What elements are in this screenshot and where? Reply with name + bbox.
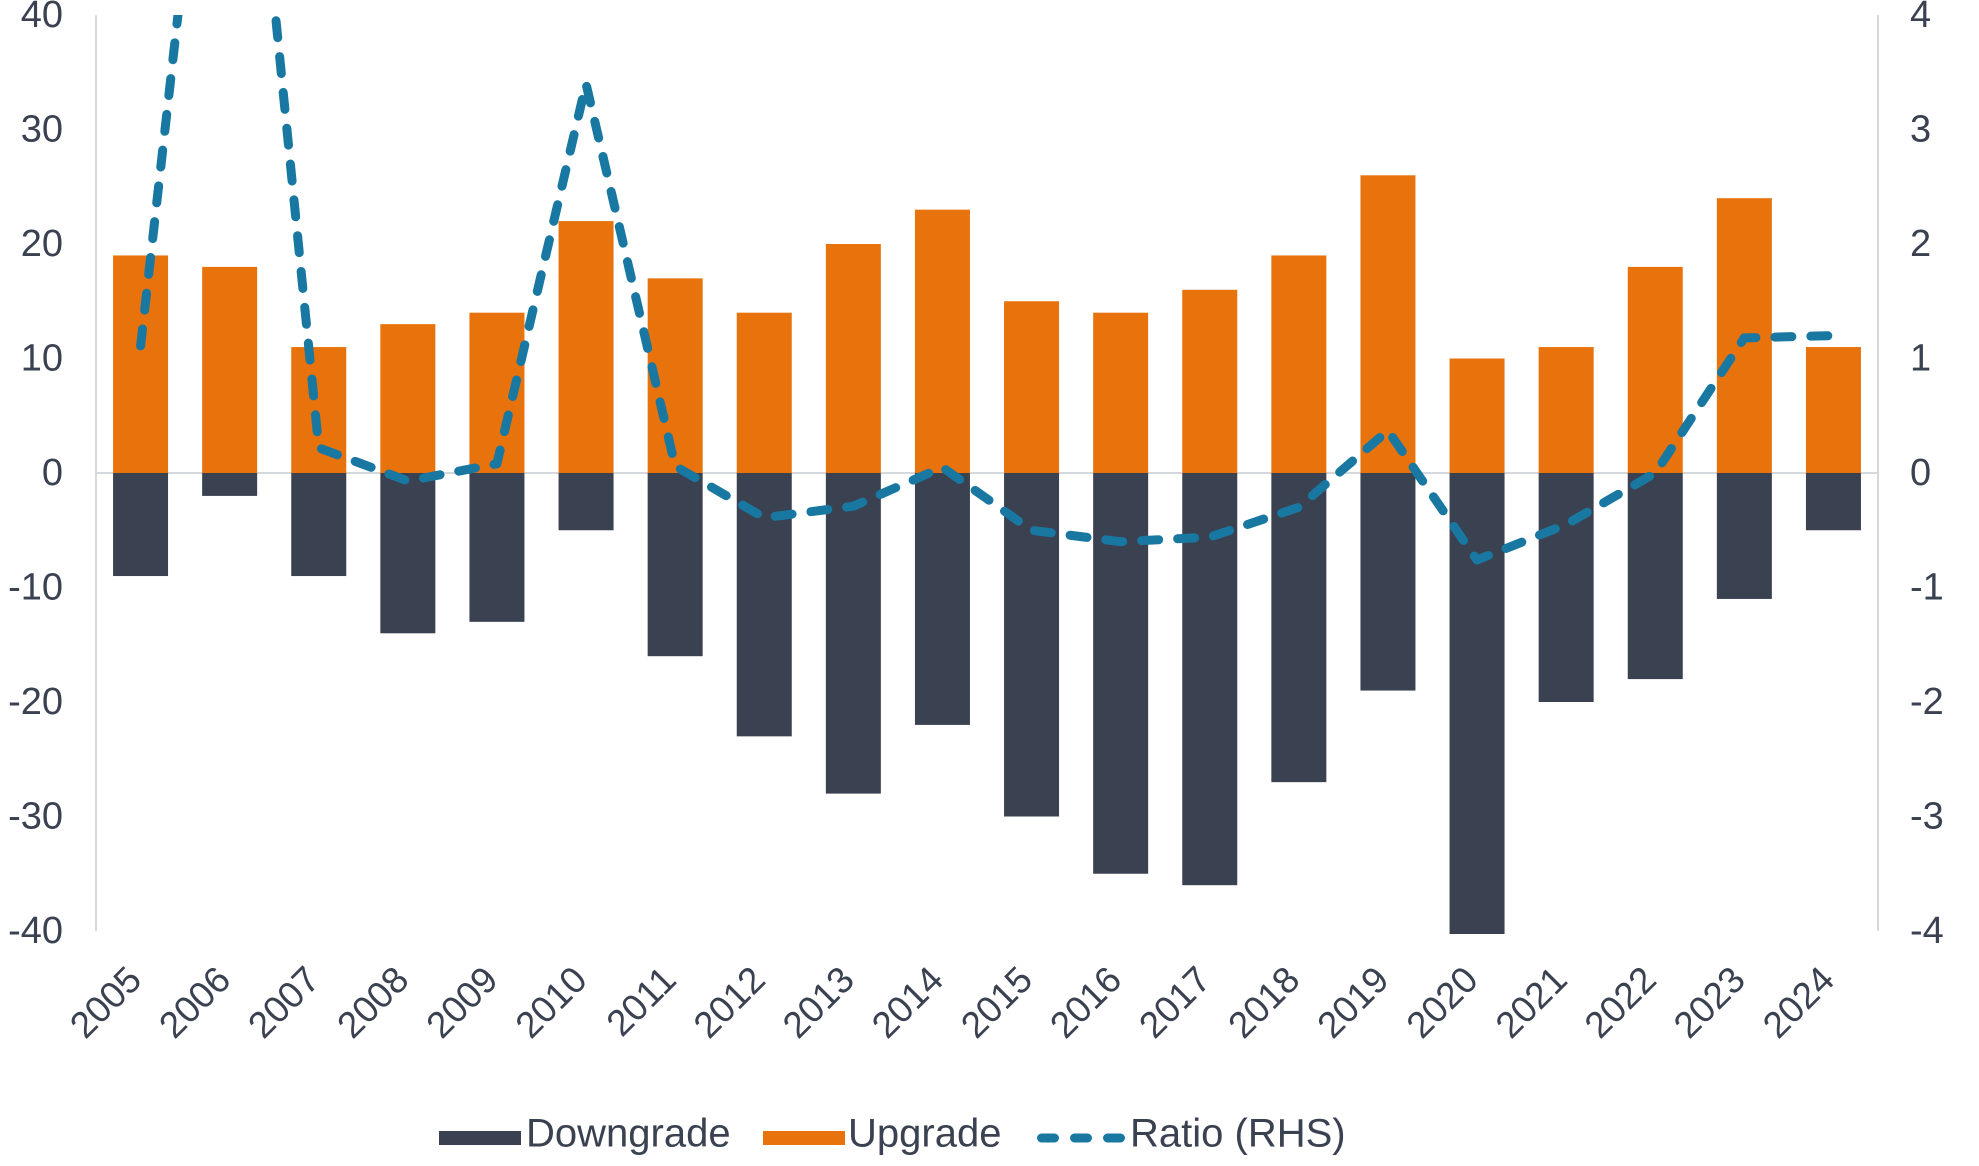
- gridlines: [95, 15, 1879, 931]
- right-tick-4: 4: [1910, 0, 1931, 36]
- bar-downgrade-2008: [380, 473, 436, 634]
- right-tick--3: -3: [1910, 796, 1944, 838]
- x-label-2006: 2006: [151, 959, 238, 1046]
- x-label-2010: 2010: [508, 959, 595, 1046]
- right-tick-3: 3: [1910, 109, 1931, 151]
- bar-downgrade-2022: [1627, 473, 1683, 680]
- left-tick-0: 0: [42, 452, 63, 494]
- ratio-line: [136, 15, 1838, 565]
- x-label-2009: 2009: [418, 959, 505, 1046]
- left-tick-10: 10: [21, 338, 63, 380]
- bar-upgrade-2017: [1182, 289, 1238, 473]
- right-tick-1: 1: [1910, 338, 1931, 380]
- legend-swatch-downgrade: [439, 1131, 521, 1145]
- bar-downgrade-2014: [914, 473, 970, 725]
- bar-downgrade-2015: [1004, 473, 1060, 817]
- left-tick--20: -20: [8, 681, 63, 723]
- ratio-line-series: [136, 15, 1838, 565]
- bar-upgrade-2012: [736, 312, 792, 473]
- bar-upgrade-2019: [1360, 175, 1416, 474]
- bar-downgrade-2007: [291, 473, 347, 577]
- x-label-2011: 2011: [599, 959, 684, 1044]
- right-tick-2: 2: [1910, 223, 1931, 265]
- bar-downgrade-2016: [1093, 473, 1149, 874]
- x-label-2016: 2016: [1042, 959, 1129, 1046]
- x-axis-year-labels: 2005 2006 2007 2008 2009 2010 2011 2012 2013 2014…: [62, 959, 1842, 1046]
- legend-label-ratio: Ratio (RHS): [1130, 1112, 1346, 1156]
- bar-upgrade-2016: [1093, 312, 1149, 473]
- x-label-2022: 2022: [1577, 959, 1664, 1046]
- bar-upgrade-2005: [113, 255, 169, 473]
- left-tick--40: -40: [8, 910, 63, 952]
- x-label-2015: 2015: [953, 959, 1040, 1046]
- bar-downgrade-2006: [202, 473, 258, 496]
- bar-downgrade-2005: [113, 473, 169, 577]
- bar-upgrade-2014: [914, 209, 970, 473]
- bar-downgrade-2013: [825, 473, 881, 794]
- bar-downgrade-2009: [469, 473, 525, 622]
- left-tick-40: 40: [21, 0, 63, 36]
- legend: Downgrade Upgrade Ratio (RHS): [439, 1112, 1346, 1156]
- bar-upgrade-2022: [1627, 266, 1683, 473]
- bar-upgrade-2020: [1449, 358, 1505, 473]
- bar-upgrade-2006: [202, 266, 258, 473]
- x-label-2012: 2012: [686, 959, 773, 1046]
- x-label-2018: 2018: [1220, 959, 1307, 1046]
- left-tick--30: -30: [8, 796, 63, 838]
- bar-downgrade-2011: [647, 473, 703, 657]
- left-axis-tick-labels: 40 30 20 10 0 -10 -20 -30 -40: [8, 0, 63, 952]
- bar-downgrade-2018: [1271, 473, 1327, 783]
- bar-upgrade-2021: [1538, 347, 1594, 473]
- bar-downgrade-2021: [1538, 473, 1594, 702]
- right-axis-tick-labels: 4 3 2 1 0 -1 -2 -3 -4: [1910, 0, 1944, 952]
- bar-upgrade-2010: [558, 221, 614, 473]
- left-tick-20: 20: [21, 223, 63, 265]
- bar-downgrade-2010: [558, 473, 614, 531]
- bar-downgrade-2023: [1716, 473, 1772, 599]
- bar-downgrade-2019: [1360, 473, 1416, 691]
- right-tick--2: -2: [1910, 681, 1944, 723]
- right-tick--1: -1: [1910, 567, 1944, 609]
- bar-upgrade-2013: [825, 244, 881, 473]
- bar-upgrade-2024: [1805, 347, 1861, 473]
- x-label-2024: 2024: [1755, 959, 1842, 1046]
- x-label-2008: 2008: [329, 959, 416, 1046]
- x-label-2017: 2017: [1131, 959, 1218, 1046]
- legend-swatch-upgrade: [763, 1131, 845, 1145]
- x-label-2023: 2023: [1666, 959, 1753, 1046]
- left-tick--10: -10: [8, 567, 63, 609]
- x-label-2020: 2020: [1399, 959, 1486, 1046]
- legend-label-downgrade: Downgrade: [526, 1112, 731, 1156]
- right-tick-0: 0: [1910, 452, 1931, 494]
- x-label-2021: 2021: [1488, 959, 1575, 1046]
- x-label-2014: 2014: [864, 959, 951, 1046]
- x-label-2019: 2019: [1309, 959, 1396, 1046]
- legend-label-upgrade: Upgrade: [848, 1112, 1001, 1156]
- bar-upgrade-2008: [380, 324, 436, 473]
- bar-downgrade-2024: [1805, 473, 1861, 531]
- x-label-2013: 2013: [775, 959, 862, 1046]
- left-tick-30: 30: [21, 109, 63, 151]
- bar-downgrade-2020: [1449, 473, 1505, 934]
- bar-upgrade-2015: [1004, 301, 1060, 473]
- x-label-2007: 2007: [240, 959, 327, 1046]
- bar-series: [113, 175, 1861, 934]
- bar-upgrade-2018: [1271, 255, 1327, 473]
- right-tick--4: -4: [1910, 910, 1944, 952]
- x-label-2005: 2005: [62, 959, 149, 1046]
